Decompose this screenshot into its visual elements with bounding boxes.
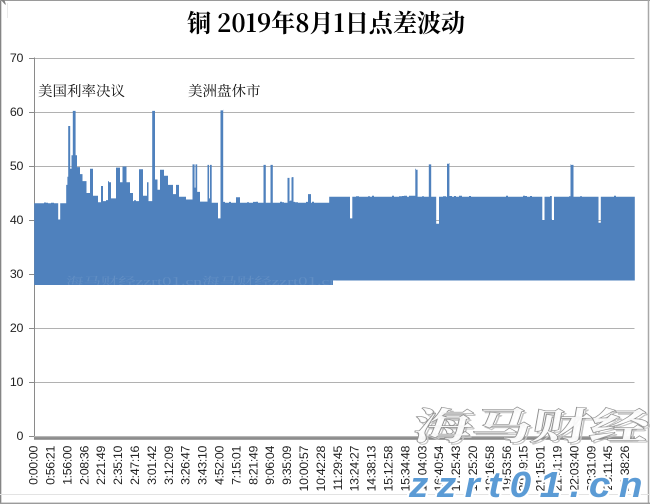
- svg-text:30: 30: [10, 267, 24, 281]
- svg-text:3:26:47: 3:26:47: [179, 446, 193, 485]
- svg-text:10:00:57: 10:00:57: [297, 446, 311, 492]
- svg-text:16:40:54: 16:40:54: [432, 446, 446, 492]
- svg-text:14:38:13: 14:38:13: [365, 446, 379, 492]
- svg-text:15:12:58: 15:12:58: [382, 446, 396, 492]
- svg-text:15:34:48: 15:34:48: [398, 446, 412, 492]
- svg-text:铜 2019年8月1日点差波动: 铜 2019年8月1日点差波动: [187, 4, 465, 40]
- svg-text:23:11:45: 23:11:45: [601, 446, 615, 491]
- svg-text:3:12:09: 3:12:09: [162, 446, 176, 485]
- svg-text:1:56:00: 1:56:00: [60, 446, 74, 485]
- svg-text:3:01:42: 3:01:42: [145, 446, 159, 485]
- svg-text:10:42:28: 10:42:28: [314, 446, 328, 492]
- svg-text:10: 10: [10, 375, 24, 389]
- svg-text:海马财经: 海马财经: [412, 398, 650, 452]
- svg-text:13:24:27: 13:24:27: [348, 446, 362, 492]
- svg-text:美洲盘休市: 美洲盘休市: [188, 80, 261, 101]
- svg-text:9:35:09: 9:35:09: [280, 446, 294, 485]
- svg-text:2:08:36: 2:08:36: [77, 446, 91, 485]
- svg-text:11:29:45: 11:29:45: [331, 446, 345, 491]
- svg-text:2:21:49: 2:21:49: [94, 446, 108, 485]
- svg-text:17:25:43: 17:25:43: [449, 446, 463, 492]
- svg-text:60: 60: [10, 105, 24, 119]
- svg-text:19:16:58: 19:16:58: [483, 446, 497, 492]
- svg-text:9:06:04: 9:06:04: [263, 446, 277, 485]
- svg-text:0:00:00: 0:00:00: [27, 446, 41, 485]
- svg-text:2:47:16: 2:47:16: [128, 446, 142, 485]
- svg-text:23:38:26: 23:38:26: [618, 446, 632, 492]
- svg-text:21:15:01: 21:15:01: [534, 446, 548, 492]
- svg-text:18:25:20: 18:25:20: [466, 446, 480, 492]
- svg-text:2:35:10: 2:35:10: [111, 446, 125, 485]
- svg-text:22:31:09: 22:31:09: [584, 446, 598, 492]
- svg-text:海马财经zzrt01.cn海马财经zzrt01.cn: 海马财经zzrt01.cn海马财经zzrt01.cn: [66, 273, 339, 289]
- svg-text:美国利率决议: 美国利率决议: [38, 80, 125, 101]
- svg-text:zzrt01.cn: zzrt01.cn: [408, 464, 650, 504]
- svg-text:21:41:19: 21:41:19: [551, 446, 565, 492]
- svg-text:7:15:01: 7:15:01: [229, 446, 243, 485]
- svg-text:8:21:49: 8:21:49: [246, 446, 260, 485]
- svg-text:50: 50: [10, 159, 24, 173]
- svg-text:0: 0: [16, 429, 23, 443]
- svg-text:20:49:15: 20:49:15: [517, 446, 531, 492]
- svg-text:20: 20: [10, 321, 24, 335]
- svg-text:0:56:21: 0:56:21: [44, 446, 58, 485]
- svg-text:70: 70: [10, 51, 24, 65]
- svg-text:4:52:00: 4:52:00: [213, 446, 227, 485]
- svg-text:22:03:40: 22:03:40: [567, 446, 581, 492]
- svg-text:海马财经: 海马财经: [410, 396, 650, 450]
- svg-text:16:04:03: 16:04:03: [415, 446, 429, 492]
- svg-text:3:43:10: 3:43:10: [196, 446, 210, 485]
- svg-text:19:53:56: 19:53:56: [500, 446, 514, 492]
- svg-text:40: 40: [10, 213, 24, 227]
